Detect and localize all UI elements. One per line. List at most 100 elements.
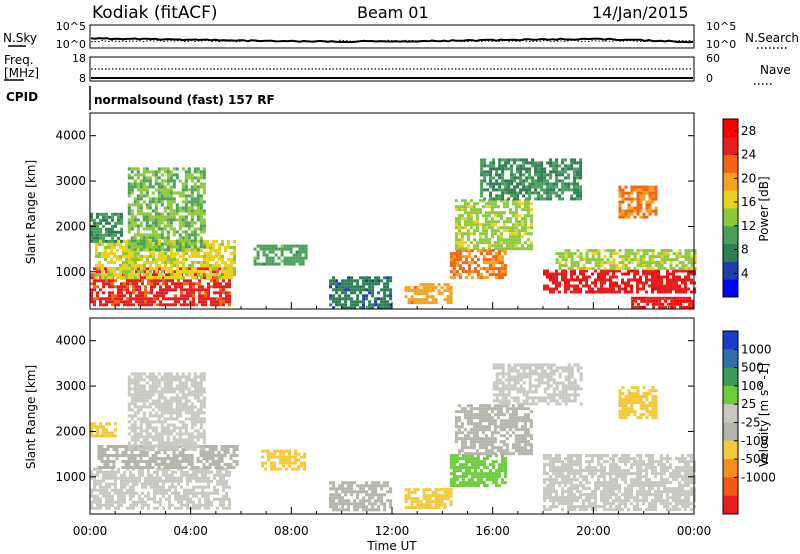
heatmap-cell: [374, 303, 378, 307]
heatmap-cell: [455, 454, 459, 458]
heatmap-cell: [678, 252, 682, 256]
heatmap-cell: [517, 214, 521, 218]
heatmap-cell: [640, 305, 644, 309]
heatmap-cell: [174, 282, 177, 286]
heatmap-cell: [175, 463, 179, 466]
heatmap-cell: [123, 273, 126, 277]
heatmap-cell: [136, 417, 140, 421]
heatmap-cell: [188, 270, 191, 273]
heatmap-cell: [212, 267, 215, 270]
heatmap-cell: [111, 300, 114, 304]
heatmap-cell: [166, 454, 170, 457]
heatmap-cell: [362, 499, 366, 503]
heatmap-cell: [631, 296, 635, 300]
heatmap-cell: [425, 488, 429, 492]
heatmap-cell: [500, 261, 504, 265]
heatmap-cell: [142, 441, 146, 445]
heatmap-cell: [90, 291, 93, 295]
heatmap-cell: [483, 170, 487, 174]
heatmap-cell: [645, 278, 648, 282]
heatmap-cell: [213, 270, 216, 274]
heatmap-cell: [147, 282, 150, 286]
heatmap-cell: [178, 414, 182, 418]
heatmap-cell: [229, 457, 233, 460]
heatmap-cell: [687, 255, 691, 259]
heatmap-cell: [151, 393, 155, 397]
heatmap-cell: [93, 482, 96, 486]
heatmap-cell: [191, 267, 194, 270]
heatmap-cell: [190, 460, 194, 463]
heatmap-cell: [347, 279, 351, 283]
heatmap-cell: [207, 503, 210, 507]
heatmap-cell: [169, 245, 173, 249]
heatmap-cell: [561, 258, 565, 262]
heatmap-cell: [183, 488, 186, 492]
heatmap-cell: [127, 405, 131, 409]
heatmap-cell: [180, 470, 183, 474]
heatmap-cell: [172, 444, 176, 448]
heatmap-cell: [126, 482, 129, 486]
heatmap-cell: [174, 494, 177, 498]
heatmap-cell: [570, 264, 574, 268]
heatmap-cell: [204, 500, 207, 504]
heatmap-cell: [362, 294, 366, 298]
heatmap-cell: [93, 479, 96, 483]
heatmap-cell: [136, 396, 140, 400]
heatmap-cell: [591, 290, 594, 294]
heatmap-cell: [132, 279, 135, 283]
heatmap-cell: [187, 399, 191, 403]
heatmap-cell: [172, 466, 176, 469]
heatmap-cell: [153, 494, 156, 498]
heatmap-cell: [108, 297, 111, 301]
heatmap-cell: [209, 255, 212, 258]
heatmap-cell: [151, 227, 155, 231]
heatmap-cell: [517, 238, 521, 242]
heatmap-cell: [480, 170, 484, 174]
heatmap-cell: [199, 242, 203, 246]
heatmap-cell: [648, 278, 651, 282]
heatmap-cell: [114, 428, 117, 432]
heatmap-cell: [160, 435, 164, 439]
heatmap-cell: [219, 303, 222, 307]
heatmap-cell: [185, 273, 188, 276]
heatmap-cell: [125, 240, 128, 243]
heatmap-cell: [543, 272, 546, 276]
heatmap-cell: [187, 188, 191, 192]
heatmap-cell: [181, 420, 185, 424]
heatmap-cell: [279, 458, 283, 462]
heatmap-cell: [130, 417, 134, 421]
heatmap-cell: [189, 500, 192, 504]
heatmap-cell: [332, 496, 336, 500]
heatmap-cell: [449, 478, 453, 482]
heatmap-cell: [193, 466, 197, 469]
heatmap-cell: [492, 182, 496, 186]
heatmap-cell: [148, 460, 152, 463]
heatmap-cell: [413, 289, 417, 293]
heatmap-cell: [570, 188, 574, 192]
heatmap-cell: [449, 292, 453, 296]
heatmap-cell: [507, 188, 511, 192]
heatmap-cell: [181, 405, 185, 409]
heatmap-cell: [193, 414, 197, 418]
heatmap-cell: [377, 303, 381, 307]
heatmap-cell: [157, 396, 161, 400]
heatmap-cell: [389, 294, 393, 298]
heatmap-cell: [687, 278, 690, 282]
heatmap-cell: [490, 229, 494, 233]
heatmap-cell: [93, 267, 96, 271]
heatmap-cell: [472, 202, 476, 206]
heatmap-cell: [470, 261, 474, 265]
heatmap-cell: [585, 269, 588, 273]
heatmap-cell: [184, 429, 188, 433]
heatmap-cell: [200, 249, 203, 252]
heatmap-cell: [386, 484, 390, 488]
heatmap-cell: [157, 248, 161, 252]
heatmap-cell: [219, 479, 222, 483]
heatmap-cell: [594, 269, 597, 273]
heatmap-cell: [135, 300, 138, 304]
heatmap-cell: [481, 247, 485, 251]
heatmap-cell: [143, 267, 146, 270]
heatmap-cell: [511, 226, 515, 230]
heatmap-cell: [224, 276, 227, 279]
heatmap-cell: [162, 488, 165, 492]
